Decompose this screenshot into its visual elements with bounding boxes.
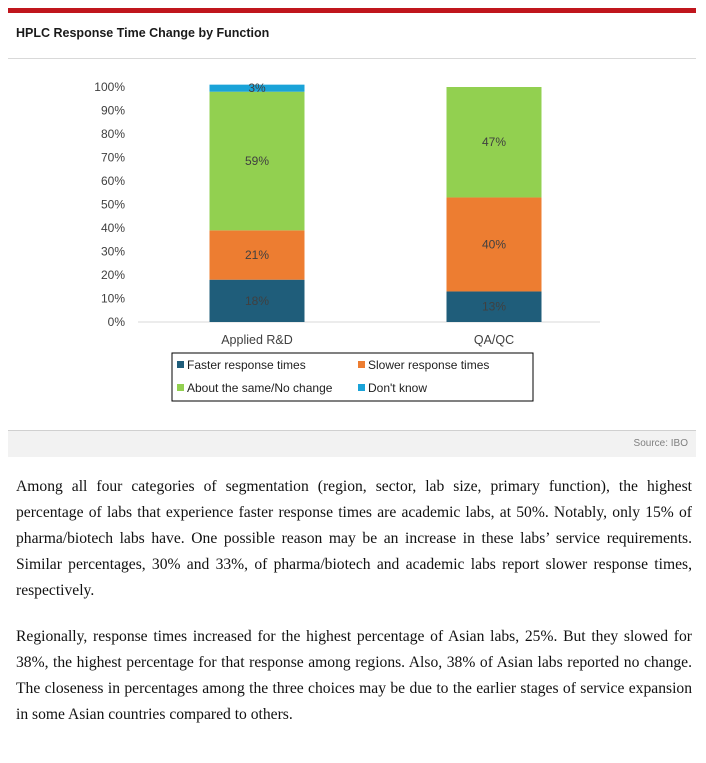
source-bar: Source: IBO: [8, 430, 696, 457]
figure-title: HPLC Response Time Change by Function: [16, 26, 270, 40]
y-tick-label: 60%: [101, 174, 125, 188]
bar-segment-same: [446, 87, 542, 198]
data-label-same: 47%: [482, 135, 506, 149]
bar-segment-same: [209, 91, 305, 231]
legend-swatch-dont_know: [358, 384, 365, 391]
body-paragraph-2: Regionally, response times increased for…: [16, 628, 692, 723]
x-category-label: Applied R&D: [221, 333, 293, 347]
data-label-slower: 21%: [245, 248, 269, 262]
stacked-bar-chart: 0% 10% 20% 30% 40% 50% 60% 70% 80% 90% 100% 18% 21% 5…: [94, 80, 600, 402]
header-accent-rule: [8, 8, 696, 13]
bar-segment-faster: [209, 279, 305, 322]
legend-label-faster: Faster response times: [187, 358, 306, 372]
y-tick-label: 50%: [101, 198, 125, 212]
y-tick-label: 70%: [101, 151, 125, 165]
data-label-dont_know: 3%: [248, 81, 266, 95]
y-tick-label: 100%: [94, 80, 125, 94]
legend-swatch-same: [177, 384, 184, 391]
y-tick-label: 90%: [101, 104, 125, 118]
bar-segment-dont_know: [209, 84, 305, 92]
legend-swatch-slower: [358, 361, 365, 368]
y-tick-label: 0%: [108, 315, 126, 329]
data-label-faster: 13%: [482, 300, 506, 314]
legend-swatch-faster: [177, 361, 184, 368]
bar-segment-faster: [446, 291, 542, 322]
y-tick-label: 80%: [101, 127, 125, 141]
x-category-label: QA/QC: [474, 333, 514, 347]
legend-label-same: About the same/No change: [187, 381, 333, 395]
bar-segment-slower: [446, 197, 542, 292]
legend-label-dont_know: Don't know: [368, 381, 427, 395]
bar-segment-slower: [209, 230, 305, 280]
data-label-faster: 18%: [245, 294, 269, 308]
body-paragraph-1: Among all four categories of segmentatio…: [16, 478, 692, 599]
data-label-same: 59%: [245, 154, 269, 168]
legend-box: [171, 352, 534, 402]
y-tick-label: 20%: [101, 268, 125, 282]
source-note: Source: IBO: [633, 438, 688, 449]
data-label-slower: 40%: [482, 237, 506, 251]
y-tick-label: 30%: [101, 245, 125, 259]
legend-label-slower: Slower response times: [368, 358, 489, 372]
y-tick-label: 10%: [101, 292, 125, 306]
y-tick-label: 40%: [101, 221, 125, 235]
title-divider: [8, 58, 696, 59]
